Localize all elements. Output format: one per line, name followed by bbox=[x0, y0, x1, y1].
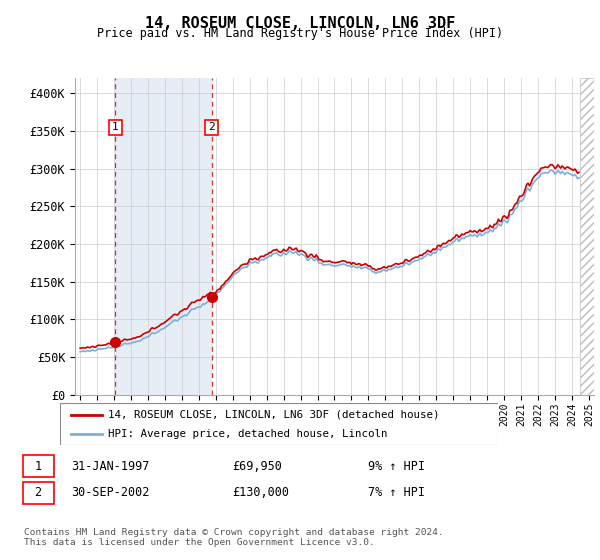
Text: 31-JAN-1997: 31-JAN-1997 bbox=[71, 460, 150, 473]
Polygon shape bbox=[580, 78, 594, 395]
Text: Price paid vs. HM Land Registry's House Price Index (HPI): Price paid vs. HM Land Registry's House … bbox=[97, 27, 503, 40]
Text: 14, ROSEUM CLOSE, LINCOLN, LN6 3DF: 14, ROSEUM CLOSE, LINCOLN, LN6 3DF bbox=[145, 16, 455, 31]
Text: HPI: Average price, detached house, Lincoln: HPI: Average price, detached house, Linc… bbox=[108, 429, 388, 439]
Text: 2: 2 bbox=[34, 486, 41, 499]
Bar bbox=[580, 78, 594, 395]
Text: 14, ROSEUM CLOSE, LINCOLN, LN6 3DF (detached house): 14, ROSEUM CLOSE, LINCOLN, LN6 3DF (deta… bbox=[108, 409, 440, 419]
FancyBboxPatch shape bbox=[23, 482, 53, 503]
Text: 1: 1 bbox=[112, 123, 119, 132]
Text: 30-SEP-2002: 30-SEP-2002 bbox=[71, 486, 150, 499]
Text: 2: 2 bbox=[208, 123, 215, 132]
Text: 7% ↑ HPI: 7% ↑ HPI bbox=[368, 486, 425, 499]
Text: £69,950: £69,950 bbox=[232, 460, 282, 473]
FancyBboxPatch shape bbox=[23, 455, 53, 477]
Text: £130,000: £130,000 bbox=[232, 486, 289, 499]
Text: 1: 1 bbox=[34, 460, 41, 473]
FancyBboxPatch shape bbox=[60, 403, 498, 445]
Text: Contains HM Land Registry data © Crown copyright and database right 2024.
This d: Contains HM Land Registry data © Crown c… bbox=[24, 528, 444, 547]
Text: 9% ↑ HPI: 9% ↑ HPI bbox=[368, 460, 425, 473]
Bar bbox=[115, 78, 212, 395]
